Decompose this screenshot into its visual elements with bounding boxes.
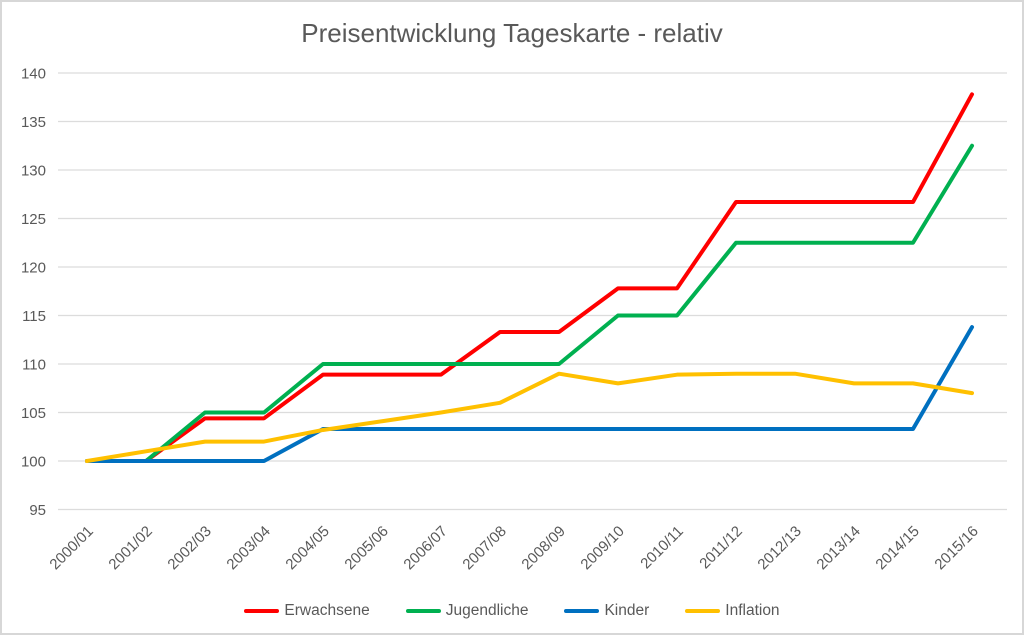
x-tick-label: 2005/06 bbox=[341, 523, 391, 573]
y-tick-label: 120 bbox=[21, 260, 46, 277]
x-tick-label: 2007/08 bbox=[459, 523, 509, 573]
y-tick-label: 95 bbox=[29, 502, 46, 519]
series-line-kinder bbox=[85, 325, 974, 463]
legend-item-jugendliche: Jugendliche bbox=[405, 602, 529, 620]
legend-item-kinder: Kinder bbox=[564, 602, 649, 620]
legend: Erwachsene Jugendliche Kinder Inflation bbox=[2, 602, 1022, 620]
x-tick-label: 2010/11 bbox=[637, 523, 687, 573]
x-tick-label: 2001/02 bbox=[105, 523, 155, 573]
series-line-erwachsene bbox=[85, 92, 974, 463]
legend-swatch bbox=[685, 608, 721, 614]
legend-swatch bbox=[244, 608, 280, 614]
x-tick-label: 2006/07 bbox=[400, 523, 450, 573]
series-line-inflation bbox=[85, 371, 974, 463]
y-tick-label: 140 bbox=[21, 66, 46, 83]
x-tick-label: 2015/16 bbox=[931, 523, 981, 573]
x-tick-label: 2008/09 bbox=[518, 523, 568, 573]
x-tick-label: 2002/03 bbox=[164, 523, 214, 573]
legend-label: Inflation bbox=[725, 602, 780, 619]
series-line-jugendliche bbox=[85, 143, 974, 463]
legend-swatch bbox=[405, 608, 441, 614]
x-tick-label: 2004/05 bbox=[282, 523, 332, 573]
y-tick-label: 125 bbox=[21, 211, 46, 228]
x-tick-label: 2013/14 bbox=[813, 523, 863, 573]
x-tick-label: 2012/13 bbox=[754, 523, 804, 573]
x-tick-label: 2003/04 bbox=[223, 523, 273, 573]
x-tick-label: 2009/10 bbox=[577, 523, 627, 573]
legend-item-inflation: Inflation bbox=[685, 602, 780, 620]
y-tick-label: 115 bbox=[22, 308, 46, 325]
legend-label: Erwachsene bbox=[284, 602, 370, 619]
y-tick-label: 100 bbox=[21, 454, 46, 471]
y-tick-label: 135 bbox=[21, 114, 46, 131]
chart-title: Preisentwicklung Tageskarte - relativ bbox=[301, 18, 723, 48]
legend-item-erwachsene: Erwachsene bbox=[244, 602, 370, 620]
y-tick-label: 105 bbox=[21, 405, 46, 422]
y-tick-label: 130 bbox=[21, 163, 46, 180]
y-tick-label: 110 bbox=[22, 357, 46, 374]
x-tick-label: 2014/15 bbox=[872, 523, 922, 573]
legend-label: Kinder bbox=[604, 602, 650, 619]
legend-label: Jugendliche bbox=[445, 602, 529, 619]
legend-swatch bbox=[564, 608, 600, 614]
x-tick-label: 2000/01 bbox=[46, 523, 96, 573]
x-tick-label: 2011/12 bbox=[696, 523, 746, 573]
